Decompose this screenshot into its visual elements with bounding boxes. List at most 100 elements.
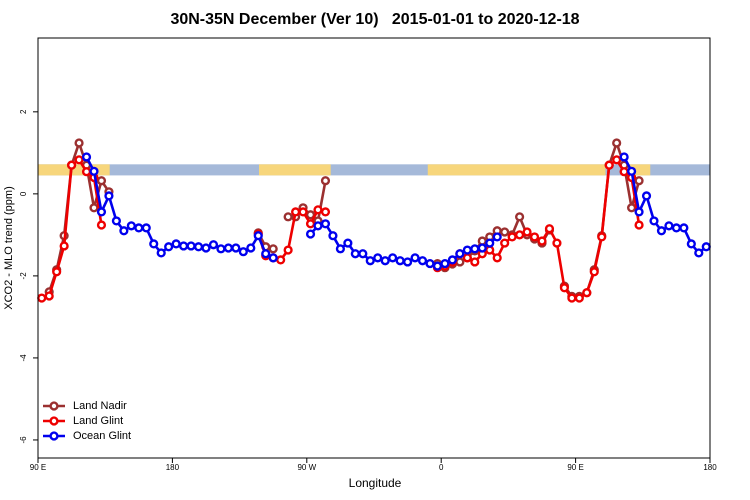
data-point: [514, 230, 525, 240]
data-point: [156, 248, 166, 258]
land-band: [427, 164, 606, 176]
data-point: [104, 191, 114, 201]
data-point: [403, 257, 413, 267]
data-point: [514, 212, 525, 222]
data-point: [634, 176, 644, 186]
data-point: [604, 160, 614, 170]
data-point: [291, 207, 301, 217]
data-point: [89, 203, 99, 213]
data-point: [201, 243, 211, 253]
data-point: [52, 267, 62, 277]
x-tick-label: 180: [166, 463, 180, 472]
data-point: [440, 258, 450, 269]
data-point: [612, 138, 622, 148]
data-point: [395, 256, 405, 266]
data-point: [231, 243, 241, 253]
data-point: [529, 232, 540, 242]
data-point: [597, 232, 607, 242]
data-point: [134, 223, 144, 233]
data-point: [574, 293, 584, 303]
data-point: [253, 231, 263, 241]
data-point: [37, 293, 47, 303]
data-point: [485, 238, 495, 248]
data-point: [664, 221, 674, 231]
land-band: [38, 164, 110, 176]
data-point: [96, 176, 107, 186]
data-point: [59, 241, 69, 251]
y-tick-label: -6: [19, 436, 28, 444]
x-tick-label: 180: [703, 463, 717, 472]
data-point: [216, 244, 226, 254]
data-point: [634, 220, 644, 230]
data-point: [238, 247, 248, 257]
y-tick-label: -2: [19, 272, 28, 280]
data-point: [149, 239, 159, 249]
data-point: [455, 257, 465, 267]
data-point: [343, 238, 353, 248]
data-point: [507, 232, 517, 242]
data-point: [671, 223, 682, 233]
chart-title: 30N-35N December (Ver 10) 2015-01-01 to …: [170, 11, 579, 28]
data-point: [66, 160, 77, 170]
data-point: [335, 244, 346, 254]
data-point: [81, 167, 92, 177]
data-point: [559, 283, 570, 293]
data-point: [417, 256, 428, 266]
x-tick-label: 90 E: [567, 463, 583, 472]
data-point: [612, 155, 622, 165]
data-point: [552, 238, 562, 248]
data-point: [141, 223, 151, 233]
data-point: [268, 253, 278, 263]
data-point: [350, 249, 360, 259]
data-point: [74, 138, 84, 148]
data-point: [462, 245, 472, 255]
y-tick-label: 0: [19, 191, 28, 196]
data-point: [470, 244, 480, 254]
legend-marker: [49, 431, 59, 441]
data-point: [179, 241, 189, 251]
data-point: [365, 256, 375, 266]
data-point: [320, 176, 331, 186]
data-point: [619, 152, 629, 162]
data-point: [500, 227, 510, 237]
legend-label: Land Nadir: [73, 400, 127, 412]
data-point: [388, 253, 398, 263]
data-point: [283, 212, 293, 222]
data-point: [358, 249, 368, 259]
data-point: [455, 249, 465, 259]
legend-label: Land Glint: [73, 415, 123, 427]
data-point: [193, 242, 204, 252]
data-point: [373, 253, 383, 263]
plot-frame: [37, 37, 711, 459]
data-point: [567, 293, 577, 303]
data-point: [537, 236, 547, 246]
data-point: [694, 248, 704, 258]
data-point: [313, 221, 323, 231]
data-point: [305, 229, 316, 239]
data-point: [313, 205, 323, 215]
legend-label: Ocean Glint: [73, 430, 131, 442]
data-point: [44, 291, 54, 301]
data-point: [126, 221, 136, 231]
data-point: [634, 207, 644, 217]
data-point: [320, 207, 331, 217]
data-point: [425, 258, 435, 269]
x-axis-label: Longitude: [349, 476, 402, 490]
data-point: [679, 223, 689, 233]
ocean-band: [38, 164, 710, 176]
x-tick-label: 90 W: [297, 463, 316, 472]
data-point: [261, 249, 271, 259]
data-point: [81, 152, 92, 162]
land-band: [259, 164, 331, 176]
data-point: [470, 257, 480, 267]
data-point: [462, 253, 472, 263]
data-point: [164, 242, 174, 252]
data-point: [522, 227, 532, 237]
data-point: [186, 241, 196, 251]
data-point: [96, 207, 107, 217]
data-point: [477, 243, 487, 253]
data-point: [447, 255, 458, 265]
data-point: [320, 219, 331, 229]
data-point: [500, 238, 510, 248]
